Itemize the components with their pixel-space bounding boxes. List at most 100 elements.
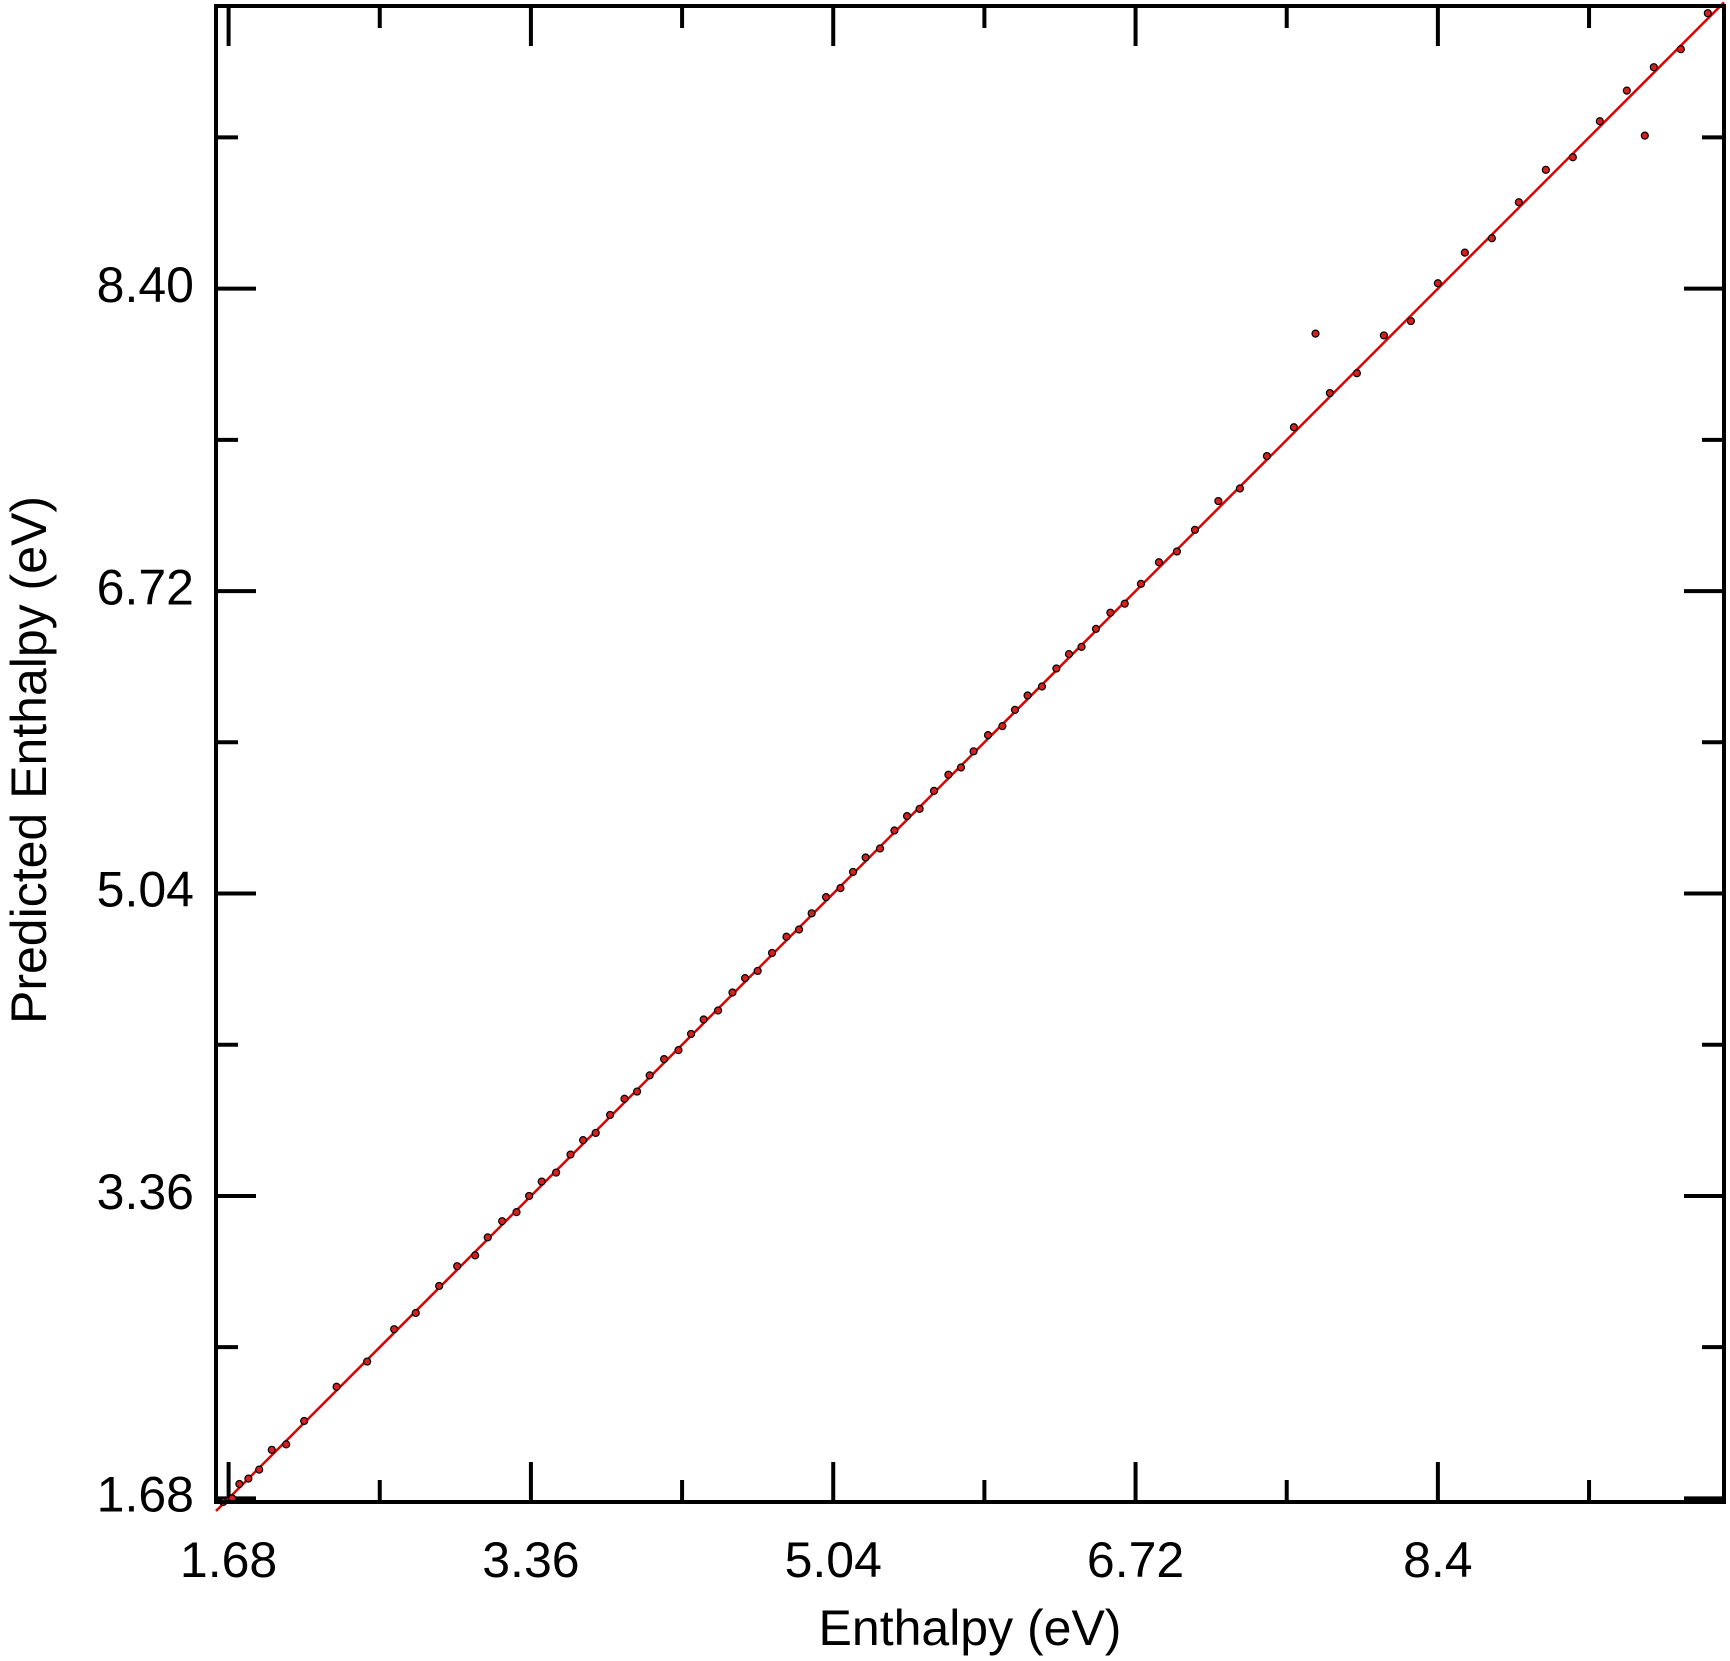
point xyxy=(483,1233,492,1242)
point xyxy=(1487,234,1496,243)
x-axis-label: Enthalpy (eV) xyxy=(819,1600,1122,1656)
point xyxy=(929,786,939,796)
point xyxy=(1325,388,1335,398)
point xyxy=(890,826,899,835)
point xyxy=(1649,63,1658,72)
point xyxy=(332,1382,341,1391)
point xyxy=(411,1308,420,1318)
point xyxy=(1064,649,1074,659)
point xyxy=(591,1128,600,1138)
point xyxy=(983,730,993,740)
y-tick-label: 8.40 xyxy=(97,257,194,313)
y-tick-label: 1.68 xyxy=(97,1467,194,1523)
point xyxy=(1023,691,1032,700)
point xyxy=(282,1440,291,1449)
point xyxy=(1052,664,1061,673)
point xyxy=(1120,599,1129,608)
point xyxy=(300,1416,309,1426)
point xyxy=(1514,198,1523,207)
point xyxy=(1235,484,1245,493)
x-tick-label: 3.36 xyxy=(482,1532,579,1588)
point xyxy=(1136,579,1146,588)
point xyxy=(861,853,870,862)
y-axis-label: Predicted Enthalpy (eV) xyxy=(1,496,57,1024)
point xyxy=(807,909,816,918)
point xyxy=(1106,608,1115,617)
point xyxy=(782,932,791,941)
point xyxy=(1433,279,1442,288)
x-tick-label: 1.68 xyxy=(180,1532,277,1588)
y-tick-label: 6.72 xyxy=(97,559,194,615)
point xyxy=(767,948,777,958)
point xyxy=(566,1150,575,1159)
point xyxy=(453,1262,462,1271)
x-tick-label: 8.4 xyxy=(1403,1532,1473,1588)
point xyxy=(1154,558,1164,567)
point xyxy=(1595,117,1604,126)
point xyxy=(255,1465,264,1474)
point xyxy=(1172,547,1182,556)
x-tick-label: 5.04 xyxy=(785,1532,882,1588)
point xyxy=(1037,682,1047,691)
point xyxy=(1262,451,1272,461)
point xyxy=(552,1168,561,1177)
point xyxy=(915,804,924,814)
point xyxy=(659,1055,669,1064)
point xyxy=(1190,525,1200,534)
point xyxy=(902,812,912,821)
point xyxy=(944,770,953,779)
point xyxy=(836,884,845,893)
point xyxy=(645,1071,654,1080)
point xyxy=(753,966,762,976)
point xyxy=(713,1006,723,1015)
point xyxy=(1406,316,1415,326)
point xyxy=(579,1136,588,1145)
x-tick-label: 6.72 xyxy=(1087,1532,1184,1588)
point xyxy=(1091,624,1101,633)
point xyxy=(235,1479,244,1489)
point xyxy=(1352,369,1361,378)
point xyxy=(512,1208,521,1217)
point xyxy=(471,1251,480,1260)
point xyxy=(1568,153,1577,162)
point xyxy=(244,1474,253,1483)
point xyxy=(498,1217,507,1226)
point xyxy=(525,1191,534,1201)
point xyxy=(1289,423,1299,432)
point xyxy=(686,1029,696,1039)
point xyxy=(794,925,804,934)
point xyxy=(1379,331,1388,340)
point xyxy=(1640,131,1649,140)
point xyxy=(1214,496,1223,506)
point xyxy=(1622,86,1631,95)
point xyxy=(875,844,885,853)
point xyxy=(605,1110,615,1120)
point xyxy=(267,1445,276,1454)
fit-line xyxy=(215,1,1725,1512)
point xyxy=(1311,329,1320,338)
point xyxy=(1077,642,1086,651)
point xyxy=(848,867,858,877)
point xyxy=(1703,9,1712,18)
point xyxy=(728,988,737,997)
point xyxy=(632,1087,642,1096)
y-tick-label: 5.04 xyxy=(97,862,194,918)
point xyxy=(1676,45,1685,54)
point xyxy=(998,721,1007,731)
point xyxy=(1541,165,1550,174)
y-tick-label: 3.36 xyxy=(97,1164,194,1220)
point xyxy=(699,1015,708,1024)
point xyxy=(674,1046,683,1055)
point xyxy=(1010,705,1020,714)
point xyxy=(969,747,978,756)
point xyxy=(537,1177,546,1186)
point xyxy=(435,1281,444,1291)
point xyxy=(956,763,966,772)
plot-frame xyxy=(214,4,1726,1504)
point xyxy=(363,1357,372,1366)
point xyxy=(821,893,831,902)
point xyxy=(620,1094,629,1103)
point xyxy=(740,974,750,983)
point xyxy=(390,1325,399,1334)
